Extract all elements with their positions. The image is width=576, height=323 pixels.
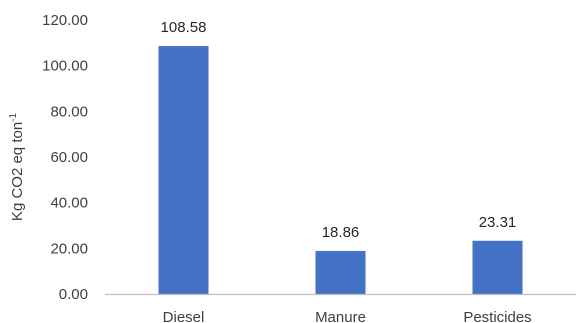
- x-tick-label-pesticides: Pesticides: [463, 309, 531, 323]
- y-tick-label: 0.00: [59, 286, 88, 303]
- data-labels: 108.58 18.86 23.31: [161, 19, 517, 241]
- y-tick-label: 120.00: [42, 12, 88, 29]
- y-tick-label: 40.00: [50, 195, 88, 212]
- x-tick-label-diesel: Diesel: [163, 309, 205, 323]
- y-tick-label: 60.00: [50, 149, 88, 166]
- y-tick-label: 80.00: [50, 103, 88, 120]
- bars: [158, 46, 523, 294]
- y-tick-label: 20.00: [50, 240, 88, 257]
- x-axis-ticks: Diesel Manure Pesticides: [163, 309, 532, 323]
- data-label-pesticides: 23.31: [479, 214, 517, 231]
- bar-diesel: [158, 46, 209, 294]
- y-tick-label: 100.00: [42, 58, 88, 75]
- x-tick-label-manure: Manure: [315, 309, 366, 323]
- data-label-manure: 18.86: [322, 224, 360, 241]
- data-label-diesel: 108.58: [161, 19, 207, 36]
- y-axis-ticks: 0.00 20.00 40.00 60.00 80.00 100.00 120.00: [42, 12, 88, 303]
- y-axis-label: Kg CO2 eq ton-1: [8, 113, 26, 222]
- bar-manure: [315, 250, 366, 294]
- bar-pesticides: [472, 240, 523, 294]
